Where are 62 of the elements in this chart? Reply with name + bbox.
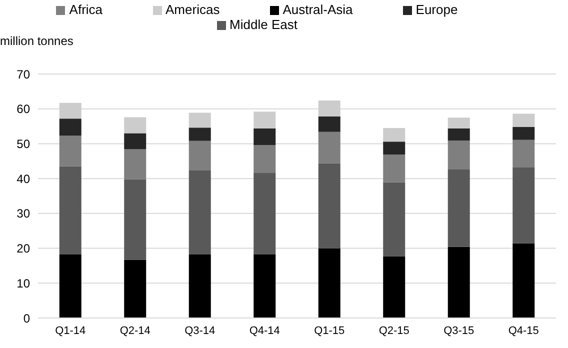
bar: [448, 246, 470, 318]
bar: [318, 116, 340, 132]
legend-label: Middle East: [230, 17, 298, 32]
bar: [318, 100, 340, 117]
x-tick-label: Q1-14: [55, 324, 86, 337]
bar: [59, 118, 82, 136]
x-tick-label: Q2-15: [378, 324, 410, 337]
bar: [254, 112, 276, 128]
bar: [124, 179, 146, 260]
bar: [188, 112, 211, 128]
y-tick-label: 40: [16, 172, 30, 186]
bar: [254, 128, 276, 146]
bar: [59, 254, 82, 318]
bar: [512, 114, 535, 127]
bar: [383, 182, 406, 256]
bar: [254, 172, 276, 255]
bar: [512, 140, 535, 168]
x-tick-label: Q3-14: [184, 324, 216, 337]
bar: [448, 128, 470, 141]
y-tick-label: 10: [16, 276, 30, 290]
bar: [124, 133, 146, 150]
bar: [512, 126, 535, 140]
bar: [448, 118, 470, 128]
bar: [124, 117, 146, 134]
bar: [188, 254, 211, 318]
bar: [448, 170, 470, 247]
bar: [188, 128, 211, 141]
bar: [448, 140, 470, 170]
legend-label: Americas: [166, 2, 220, 17]
bar: [318, 248, 340, 318]
bar: [188, 140, 211, 171]
bar: [383, 142, 406, 155]
legend-label: Africa: [69, 2, 103, 17]
bar: [254, 145, 276, 173]
x-tick-label: Q2-14: [120, 324, 150, 337]
bar: [512, 243, 535, 318]
bar: [318, 132, 340, 164]
bar: [383, 256, 406, 318]
y-tick-label: 70: [16, 67, 30, 82]
bar: [59, 136, 82, 166]
x-tick-label: Q4-15: [508, 324, 539, 337]
bar: [188, 170, 211, 255]
y-tick-label: 30: [16, 206, 30, 221]
y-tick-label: 20: [16, 242, 30, 256]
y-tick-label: 0: [23, 311, 30, 326]
bar: [318, 163, 340, 248]
legend-label: Europe: [416, 2, 458, 17]
x-tick-label: Q1-15: [314, 324, 345, 337]
y-tick-label: 60: [16, 102, 30, 116]
legend-label: Austral-Asia: [282, 2, 353, 17]
bar: [383, 154, 406, 182]
x-tick-label: Q4-14: [249, 324, 280, 337]
y-axis-title: million tonnes: [0, 34, 74, 48]
y-tick-label: 50: [16, 136, 30, 151]
bar: [383, 128, 406, 142]
bar: [59, 102, 82, 119]
bar: [124, 260, 146, 318]
bar: [254, 254, 276, 318]
x-tick-label: Q3-15: [444, 324, 474, 337]
bar: [124, 149, 146, 180]
bar: [512, 167, 535, 244]
bar: [59, 166, 82, 255]
